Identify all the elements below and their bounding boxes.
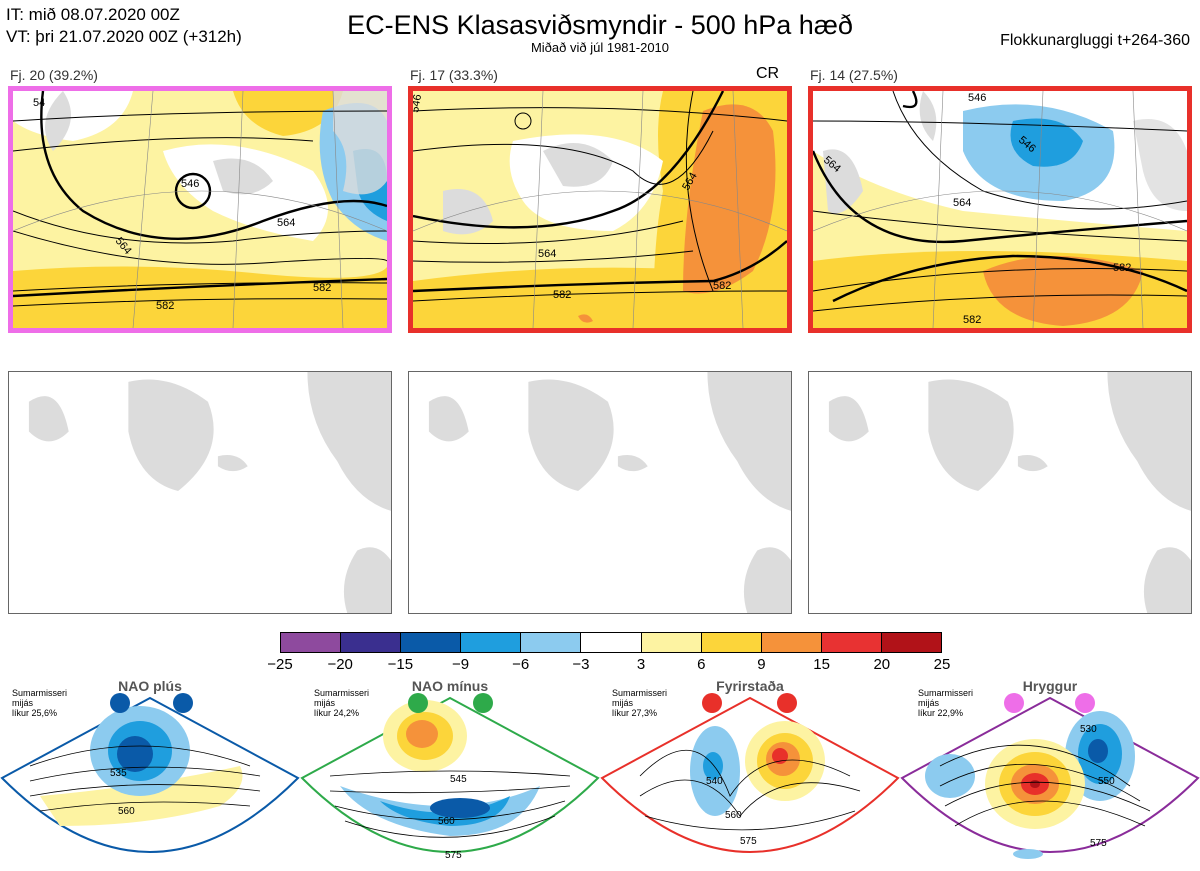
colorbar-segment	[341, 633, 402, 652]
page-title: EC-ENS Klasasviðsmyndir - 500 hPa hæð	[347, 10, 853, 40]
svg-text:560: 560	[725, 810, 742, 821]
base-map-1	[8, 371, 392, 614]
cluster-label-3: Fj. 14 (27.5%)	[810, 67, 898, 83]
regime-name: Hryggur	[1022, 678, 1078, 694]
svg-text:575: 575	[445, 850, 462, 861]
colorbar-ticks: −25 −20 −15 −9 −6 −3 3 6 9 15 20 25	[267, 656, 950, 674]
cluster-label-2: Fj. 17 (33.3%)	[410, 67, 498, 83]
colorbar-segment	[461, 633, 522, 652]
svg-text:545: 545	[450, 774, 467, 785]
regime-blocking[interactable]: Sumarmisseri mijás líkur 27,3% Fyrirstaða …	[600, 676, 900, 871]
colorbar-tick-label: 15	[813, 656, 830, 673]
base-map-2	[408, 371, 792, 614]
svg-text:546: 546	[968, 92, 986, 104]
colorbar-segment	[881, 633, 942, 652]
cluster-tag-cr: CR	[756, 65, 780, 82]
classification-window: Flokkunargluggi t+264-360	[1000, 32, 1190, 49]
cluster-map-1[interactable]: 546 564 582 54 564 582	[8, 86, 392, 333]
contour-label: 546	[181, 178, 199, 190]
colorbar-tick-label: 9	[757, 656, 766, 673]
regime-name: NAO mínus	[411, 678, 489, 694]
colorbar-segment	[521, 633, 582, 652]
svg-text:575: 575	[1090, 838, 1107, 849]
svg-text:575: 575	[740, 836, 757, 847]
colorbar-tick-label: 25	[933, 656, 951, 673]
base-map-3	[808, 371, 1192, 614]
svg-text:560: 560	[438, 816, 455, 827]
colorbar-tick-label: −20	[327, 656, 353, 673]
colorbar-segment	[761, 633, 822, 652]
svg-text:582: 582	[313, 282, 331, 294]
regime-name: NAO plús	[118, 678, 182, 694]
page-subtitle: Miðað við júl 1981-2010	[530, 40, 670, 55]
valid-time: VT: þri 21.07.2020 00Z (+312h)	[6, 27, 242, 46]
colorbar-tick-label: −3	[572, 656, 590, 673]
svg-text:540: 540	[706, 776, 723, 787]
colorbar-tick-label: −15	[387, 656, 414, 673]
colorbar-segment	[581, 633, 642, 652]
svg-text:582: 582	[156, 300, 174, 312]
svg-text:550: 550	[1098, 776, 1115, 787]
colorbar-segment	[821, 633, 882, 652]
issue-time: IT: mið 08.07.2020 00Z	[6, 5, 180, 24]
svg-text:564: 564	[953, 197, 971, 209]
colorbar-segment	[641, 633, 702, 652]
svg-text:546: 546	[413, 93, 424, 113]
cluster-label-1: Fj. 20 (39.2%)	[10, 67, 98, 83]
svg-text:564: 564	[538, 248, 556, 260]
svg-text:535: 535	[110, 768, 127, 779]
regime-nao-minus[interactable]: Sumarmisseri mijás líkur 24,2% NAO mínus 5…	[300, 676, 600, 871]
svg-text:582: 582	[963, 314, 981, 326]
colorbar-segment	[701, 633, 762, 652]
colorbar-tick-label: −25	[267, 656, 293, 673]
svg-text:564: 564	[277, 217, 295, 229]
cluster-map-2[interactable]: 546 564 582 564 582	[408, 86, 792, 333]
colorbar-tick-label: −9	[451, 656, 470, 673]
colorbar-tick-label: 3	[636, 656, 646, 673]
regime-name: Fyrirstaða	[716, 678, 784, 694]
colorbar-tick-label: 20	[873, 656, 891, 673]
colorbar-tick-label: 6	[697, 656, 706, 673]
regime-nao-plus[interactable]: Sumarmisseri mijás líkur 25,6% NAO plús 53…	[0, 676, 300, 871]
svg-text:582: 582	[553, 289, 571, 301]
svg-text:560: 560	[118, 806, 135, 817]
colorbar-tick-label: −6	[512, 656, 530, 673]
svg-text:54: 54	[33, 97, 45, 109]
cluster-map-3[interactable]: 546 564 582 564 582 546	[808, 86, 1192, 333]
regime-ridge[interactable]: Sumarmisseri mijás líkur 22,9% Hryggur 530…	[900, 676, 1200, 871]
header-info: IT: mið 08.07.2020 00Z VT: þri 21.07.202…	[6, 4, 242, 48]
colorbar-segment	[281, 633, 342, 652]
colorbar	[280, 632, 942, 653]
svg-text:582: 582	[1113, 262, 1131, 274]
colorbar-segment	[401, 633, 462, 652]
svg-text:530: 530	[1080, 724, 1097, 735]
svg-text:582: 582	[713, 280, 731, 292]
